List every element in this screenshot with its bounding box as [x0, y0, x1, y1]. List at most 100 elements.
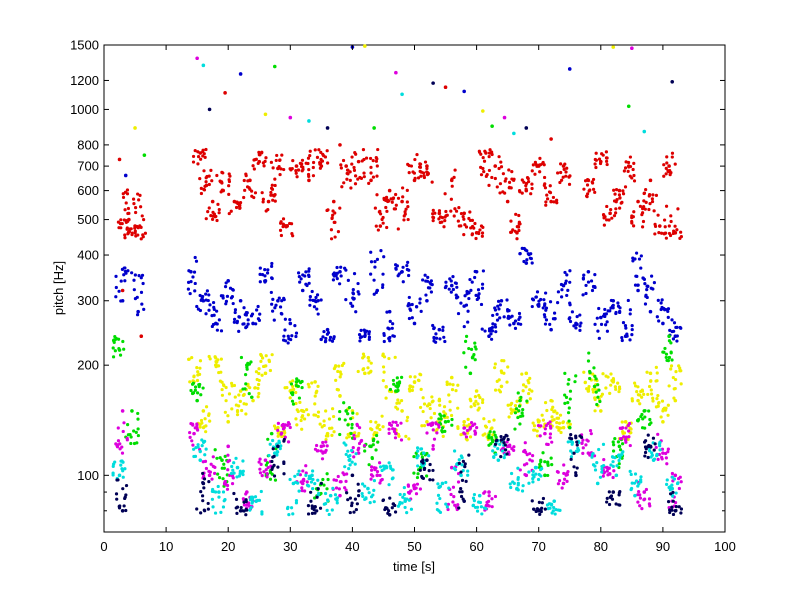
data-point	[568, 436, 572, 440]
data-point	[430, 395, 434, 399]
data-point	[344, 297, 348, 302]
data-point	[429, 290, 434, 294]
data-point	[660, 399, 665, 403]
data-point	[476, 288, 481, 292]
data-point	[654, 405, 659, 409]
data-point	[579, 435, 584, 440]
data-point	[251, 398, 255, 403]
data-point	[360, 159, 364, 163]
data-point	[521, 414, 525, 418]
data-point	[437, 397, 442, 401]
data-point	[674, 369, 678, 374]
x-tick-label: 80	[594, 539, 608, 554]
data-point	[259, 462, 263, 466]
data-point	[331, 209, 335, 213]
data-point	[354, 507, 358, 512]
data-point	[640, 389, 645, 393]
data-point	[456, 311, 461, 316]
data-point	[123, 266, 127, 270]
data-point	[506, 403, 510, 407]
data-point	[281, 422, 285, 427]
data-point	[316, 312, 320, 316]
data-point	[324, 434, 329, 438]
data-point	[316, 478, 320, 482]
data-point	[491, 433, 495, 437]
data-point	[127, 211, 131, 215]
data-point	[652, 209, 656, 213]
data-point	[652, 457, 657, 461]
data-point	[637, 257, 642, 261]
data-point	[523, 441, 527, 445]
data-point	[352, 433, 356, 437]
data-point	[441, 325, 445, 329]
data-point	[492, 418, 496, 422]
data-point	[462, 211, 466, 216]
data-point	[326, 208, 330, 212]
data-point	[671, 231, 675, 236]
data-point	[636, 199, 640, 204]
data-point	[456, 219, 460, 223]
data-point	[516, 476, 520, 480]
data-point	[605, 329, 610, 333]
data-point	[536, 423, 541, 428]
data-point	[487, 494, 491, 498]
data-point	[438, 510, 443, 515]
data-point	[142, 218, 146, 222]
data-point	[648, 202, 652, 206]
data-point	[378, 473, 382, 478]
data-point	[315, 509, 319, 513]
data-point	[120, 508, 125, 513]
data-point	[358, 339, 362, 343]
data-point	[662, 350, 666, 354]
data-point	[290, 334, 294, 338]
data-point	[350, 304, 355, 308]
data-point	[227, 211, 231, 216]
data-point	[238, 399, 242, 403]
data-point	[445, 380, 449, 384]
data-point	[237, 393, 241, 397]
x-tick-label: 50	[407, 539, 421, 554]
data-point	[294, 480, 298, 484]
data-point	[210, 477, 214, 481]
data-point	[244, 311, 248, 315]
data-point	[392, 382, 396, 386]
data-point	[269, 290, 273, 295]
data-point	[113, 334, 117, 339]
data-point	[221, 505, 226, 509]
data-point	[304, 464, 308, 468]
data-point	[199, 418, 204, 423]
data-point	[611, 449, 616, 453]
data-point	[601, 153, 605, 157]
data-point	[112, 338, 116, 342]
data-point	[593, 272, 597, 277]
data-point	[471, 355, 475, 359]
data-point	[250, 189, 254, 193]
data-point	[413, 176, 417, 180]
data-point	[276, 428, 280, 432]
data-point	[227, 179, 232, 184]
data-point	[201, 154, 205, 158]
data-point	[308, 294, 312, 299]
data-point	[587, 384, 591, 389]
data-point	[604, 156, 609, 160]
data-point	[347, 435, 351, 439]
data-point	[638, 204, 642, 208]
data-point	[610, 378, 614, 383]
data-point	[659, 301, 663, 305]
data-point	[451, 287, 455, 292]
data-point	[422, 451, 426, 455]
data-point	[436, 493, 441, 497]
data-point	[306, 413, 310, 417]
data-point	[538, 170, 542, 174]
data-point	[362, 354, 366, 358]
data-point	[221, 490, 226, 494]
data-point	[462, 233, 466, 237]
data-point	[381, 498, 385, 503]
data-point	[398, 492, 402, 497]
data-point	[296, 384, 300, 388]
data-point	[662, 163, 666, 167]
data-point	[546, 507, 550, 511]
data-point	[582, 370, 586, 374]
data-point	[300, 408, 304, 413]
data-point	[565, 479, 569, 483]
